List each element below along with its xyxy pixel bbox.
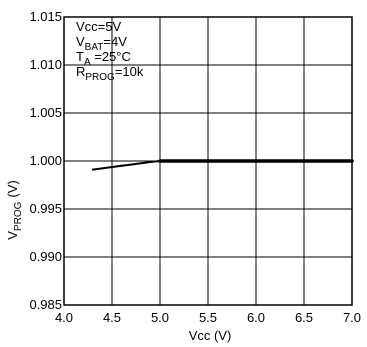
y-tick-labels: 0.985 0.990 0.995 1.000 1.005 1.010 1.015 xyxy=(29,9,62,312)
annotation-rprog-value: =10k xyxy=(115,64,144,79)
y-axis-label: VPROG (V) xyxy=(5,180,24,239)
y-tick-label: 0.995 xyxy=(29,201,62,216)
x-tick-label: 5.5 xyxy=(199,310,217,325)
y-axis-label-sub: PROG xyxy=(13,201,24,231)
annotation-ta: TA =25°C xyxy=(76,49,131,68)
annotation-vbat-main: V xyxy=(76,34,85,49)
annotation-rprog-sub: PROG xyxy=(85,72,115,83)
x-axis-label: Vcc (V) xyxy=(189,328,232,343)
annotation-rprog: RPROG=10k xyxy=(76,64,144,83)
y-axis-label-main: V xyxy=(5,231,20,240)
y-tick-label: 0.985 xyxy=(29,297,62,312)
y-tick-label: 1.005 xyxy=(29,105,62,120)
y-axis-label-unit: (V) xyxy=(5,180,20,197)
series-segment xyxy=(120,160,152,167)
x-tick-labels: 4.0 4.5 5.0 5.5 6.0 6.5 7.0 xyxy=(55,310,361,325)
annotation-ta-value: =25°C xyxy=(91,49,131,64)
series-lines xyxy=(91,159,354,171)
x-tick-label: 6.0 xyxy=(247,310,265,325)
annotation-ta-sub: A xyxy=(84,57,91,68)
x-tick-label: 6.5 xyxy=(295,310,313,325)
y-tick-label: 0.990 xyxy=(29,249,62,264)
annotation-vbat-value: =4V xyxy=(103,34,127,49)
annotation-ta-main: T xyxy=(76,49,84,64)
y-tick-label: 1.000 xyxy=(29,153,62,168)
x-tick-label: 7.0 xyxy=(343,310,361,325)
y-tick-label: 1.010 xyxy=(29,57,62,72)
annotation-rprog-main: R xyxy=(76,64,85,79)
y-tick-label: 1.015 xyxy=(29,9,62,24)
x-tick-label: 5.0 xyxy=(151,310,169,325)
x-tick-label: 4.0 xyxy=(55,310,73,325)
annotation-vcc-main: Vcc=5V xyxy=(76,19,121,34)
annotation-vcc: Vcc=5V xyxy=(76,19,121,34)
series-segment xyxy=(91,164,123,171)
x-tick-label: 4.5 xyxy=(103,310,121,325)
annotation-vbat: VBAT=4V xyxy=(76,34,127,53)
annotation-vbat-sub: BAT xyxy=(85,42,104,53)
